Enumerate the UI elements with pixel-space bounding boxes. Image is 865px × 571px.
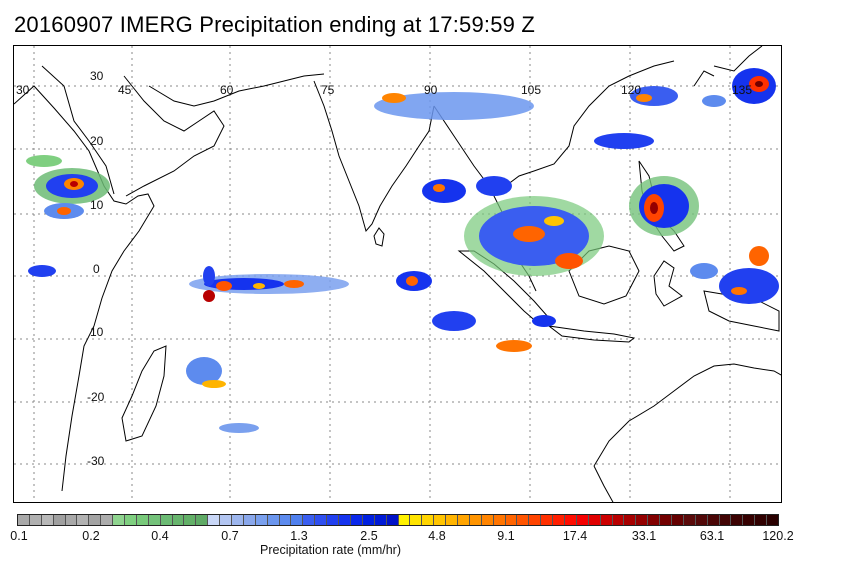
colorbar-cell — [65, 515, 78, 525]
colorbar-cell — [29, 515, 42, 525]
colorbar-tick-label: 17.4 — [562, 529, 588, 543]
precipitation-map: 30 45 60 75 90 105 120 135 30 20 10 0 10… — [13, 45, 782, 503]
colorbar-cell — [101, 515, 114, 525]
colorbar-cell — [588, 515, 601, 525]
colorbar-cell — [53, 515, 66, 525]
colorbar-cell — [148, 515, 161, 525]
colorbar-cell — [136, 515, 149, 525]
colorbar-cell — [89, 515, 102, 525]
colorbar-cell — [564, 515, 577, 525]
colorbar-tick-label: 0.2 — [82, 529, 100, 543]
colorbar-cell — [315, 515, 328, 525]
colorbar-tick-label: 0.7 — [221, 529, 239, 543]
colorbar-cell — [612, 515, 625, 525]
lat-label-s10: 10 — [90, 325, 104, 339]
colorbar-cell — [576, 515, 589, 525]
colorbar-cell — [243, 515, 256, 525]
lon-label-135: 135 — [732, 83, 753, 97]
colorbar-cell — [469, 515, 482, 525]
colorbar-cell — [184, 515, 197, 525]
colorbar-cell — [160, 515, 173, 525]
lat-label-20: 20 — [90, 134, 104, 148]
colorbar-cell — [446, 515, 458, 525]
colorbar-cell — [505, 515, 518, 525]
colorbar-cell — [362, 515, 375, 525]
colorbar-tick-label: 1.3 — [290, 529, 308, 543]
colorbar-cell — [77, 515, 90, 525]
colorbar-cell — [493, 515, 506, 525]
colorbar-cell — [743, 515, 756, 525]
colorbar-cell — [267, 515, 280, 525]
lon-label-120: 120 — [621, 83, 642, 97]
colorbar-cell — [386, 515, 399, 525]
colorbar-cell — [767, 515, 778, 525]
colorbar-cell — [18, 515, 30, 525]
colorbar-cell — [172, 515, 185, 525]
colorbar-cell — [232, 515, 244, 525]
colorbar-cell — [517, 515, 530, 525]
lat-label-s30: -30 — [87, 454, 105, 468]
colorbar-cell — [671, 515, 684, 525]
map-svg — [14, 46, 781, 502]
lon-label-30: 30 — [16, 83, 30, 97]
colorbar-cell — [350, 515, 363, 525]
colorbar-cell — [600, 515, 613, 525]
colorbar-tick-label: 0.4 — [151, 529, 169, 543]
map-title: 20160907 IMERG Precipitation ending at 1… — [14, 12, 536, 37]
colorbar-cell — [624, 515, 637, 525]
colorbar-cell — [648, 515, 661, 525]
colorbar-cell — [457, 515, 470, 525]
colorbar-cell — [327, 515, 340, 525]
lon-label-60: 60 — [220, 83, 234, 97]
colorbar-cell — [695, 515, 708, 525]
colorbar-cell — [113, 515, 126, 525]
colorbar-title: Precipitation rate (mm/hr) — [260, 543, 402, 557]
colorbar-tick-label: 63.1 — [699, 529, 725, 543]
colorbar-cell — [755, 515, 768, 525]
colorbar-cell — [255, 515, 268, 525]
lat-label-30: 30 — [90, 69, 104, 83]
lon-label-75: 75 — [321, 83, 335, 97]
colorbar-cell — [660, 515, 672, 525]
colorbar-cell — [208, 515, 221, 525]
lat-label-s20: -20 — [87, 390, 105, 404]
precipitation-field — [26, 68, 779, 433]
colorbar-cell — [529, 515, 542, 525]
lon-label-45: 45 — [118, 83, 132, 97]
lat-label-0: 0 — [93, 262, 100, 276]
colorbar-cell — [339, 515, 351, 525]
colorbar-cell — [125, 515, 137, 525]
colorbar-cell — [410, 515, 423, 525]
colorbar-cell — [41, 515, 54, 525]
colorbar-cell — [636, 515, 649, 525]
colorbar-cell — [719, 515, 732, 525]
colorbar-cell — [731, 515, 744, 525]
colorbar-tick-label: 0.1 — [10, 529, 28, 543]
colorbar-tick-label: 9.1 — [497, 529, 515, 543]
lat-label-10: 10 — [90, 198, 104, 212]
colorbar-tick-label: 4.8 — [428, 529, 446, 543]
colorbar-cell — [398, 515, 411, 525]
colorbar-cell — [707, 515, 720, 525]
colorbar-cell — [374, 515, 387, 525]
colorbar-cell — [422, 515, 435, 525]
colorbar-tick-label: 2.5 — [360, 529, 378, 543]
colorbar-tick-label: 120.2 — [762, 529, 794, 543]
colorbar-cell — [541, 515, 554, 525]
colorbar-cell — [303, 515, 316, 525]
colorbar-cell — [196, 515, 209, 525]
colorbar-cell — [279, 515, 292, 525]
lon-label-105: 105 — [521, 83, 542, 97]
colorbar-tick-label: 33.1 — [631, 529, 657, 543]
colorbar-cell — [291, 515, 304, 525]
lon-label-90: 90 — [424, 83, 438, 97]
colorbar-cell — [220, 515, 233, 525]
colorbar-cell — [683, 515, 696, 525]
precipitation-colorbar — [17, 514, 779, 526]
colorbar-cell — [553, 515, 565, 525]
colorbar-cell — [434, 515, 447, 525]
colorbar-cell — [481, 515, 494, 525]
